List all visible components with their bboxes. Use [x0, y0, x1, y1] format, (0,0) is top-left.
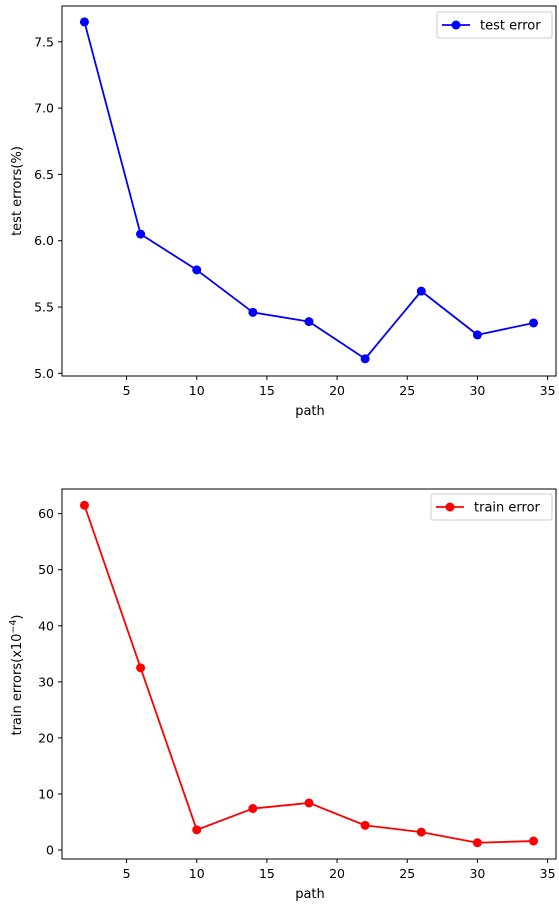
data-point: [529, 836, 539, 846]
legend: train error: [430, 493, 553, 521]
x-tick-label: 35: [540, 866, 556, 881]
test-error-chart: 5 10 15 20 25 30 35 5.0 5.5 6.0 6.5 7.0 7.5 path tes…: [10, 5, 557, 419]
data-point: [304, 317, 314, 327]
y-tick-label: 60: [38, 506, 54, 521]
y-axis-label-exponent: −4: [8, 620, 19, 634]
x-tick-label: 25: [399, 866, 415, 881]
x-tick-label: 20: [329, 383, 345, 398]
data-point: [529, 318, 539, 328]
legend-label: train error: [474, 501, 541, 516]
y-axis-label: test errors(%): [10, 146, 25, 236]
y-axis-label-main: train errors(x10: [10, 634, 25, 736]
y-tick-label: 30: [38, 674, 54, 689]
x-tick-label: 30: [469, 383, 485, 398]
x-tick-label: 10: [189, 866, 205, 881]
y-tick-label: 5.0: [34, 366, 54, 381]
y-axis-label-close: ): [10, 614, 25, 619]
data-point: [360, 820, 370, 830]
legend: test error: [436, 11, 553, 39]
data-point: [79, 17, 89, 27]
legend-box: [430, 493, 553, 521]
legend-box: [436, 11, 553, 39]
x-tick-label: 35: [540, 383, 556, 398]
y-tick-label: 50: [38, 562, 54, 577]
x-tick-label: 15: [259, 383, 275, 398]
x-tick-label: 30: [469, 866, 485, 881]
y-tick-label: 5.5: [34, 300, 54, 315]
y-tick-label: 40: [38, 618, 54, 633]
x-tick-label: 5: [123, 383, 131, 398]
legend-marker: [451, 20, 461, 30]
x-tick-label: 5: [123, 866, 131, 881]
x-tick-label: 15: [259, 866, 275, 881]
data-point: [136, 663, 146, 673]
y-tick-label: 10: [38, 786, 54, 801]
y-axis-label: train errors(x10−4): [8, 614, 25, 735]
y-tick-label: 7.5: [34, 34, 54, 49]
legend-label: test error: [480, 19, 541, 34]
x-axis-label: path: [295, 404, 325, 419]
plot-frame: [61, 488, 557, 860]
x-tick-label: 25: [399, 383, 415, 398]
data-point: [304, 798, 314, 808]
data-point: [416, 827, 426, 837]
data-point: [416, 286, 426, 296]
data-point: [472, 838, 482, 848]
legend-marker: [445, 502, 455, 512]
x-tick-label: 10: [189, 383, 205, 398]
data-point: [192, 825, 202, 835]
x-axis-label: path: [295, 887, 325, 902]
plot-frame: [61, 5, 557, 377]
y-tick-label: 6.5: [34, 167, 54, 182]
data-point: [248, 307, 258, 317]
y-tick-label: 6.0: [34, 233, 54, 248]
data-point: [360, 354, 370, 364]
train-error-chart: 5 10 15 20 25 30 35 0 10 20 30 40 50 60 path train er…: [8, 488, 557, 902]
data-point: [136, 229, 146, 239]
y-tick-label: 20: [38, 730, 54, 745]
y-tick-label: 0: [46, 843, 54, 858]
data-point: [472, 330, 482, 340]
data-point: [192, 265, 202, 275]
y-tick-label: 7.0: [34, 101, 54, 116]
data-point: [248, 804, 258, 814]
data-point: [79, 500, 89, 510]
x-tick-label: 20: [329, 866, 345, 881]
